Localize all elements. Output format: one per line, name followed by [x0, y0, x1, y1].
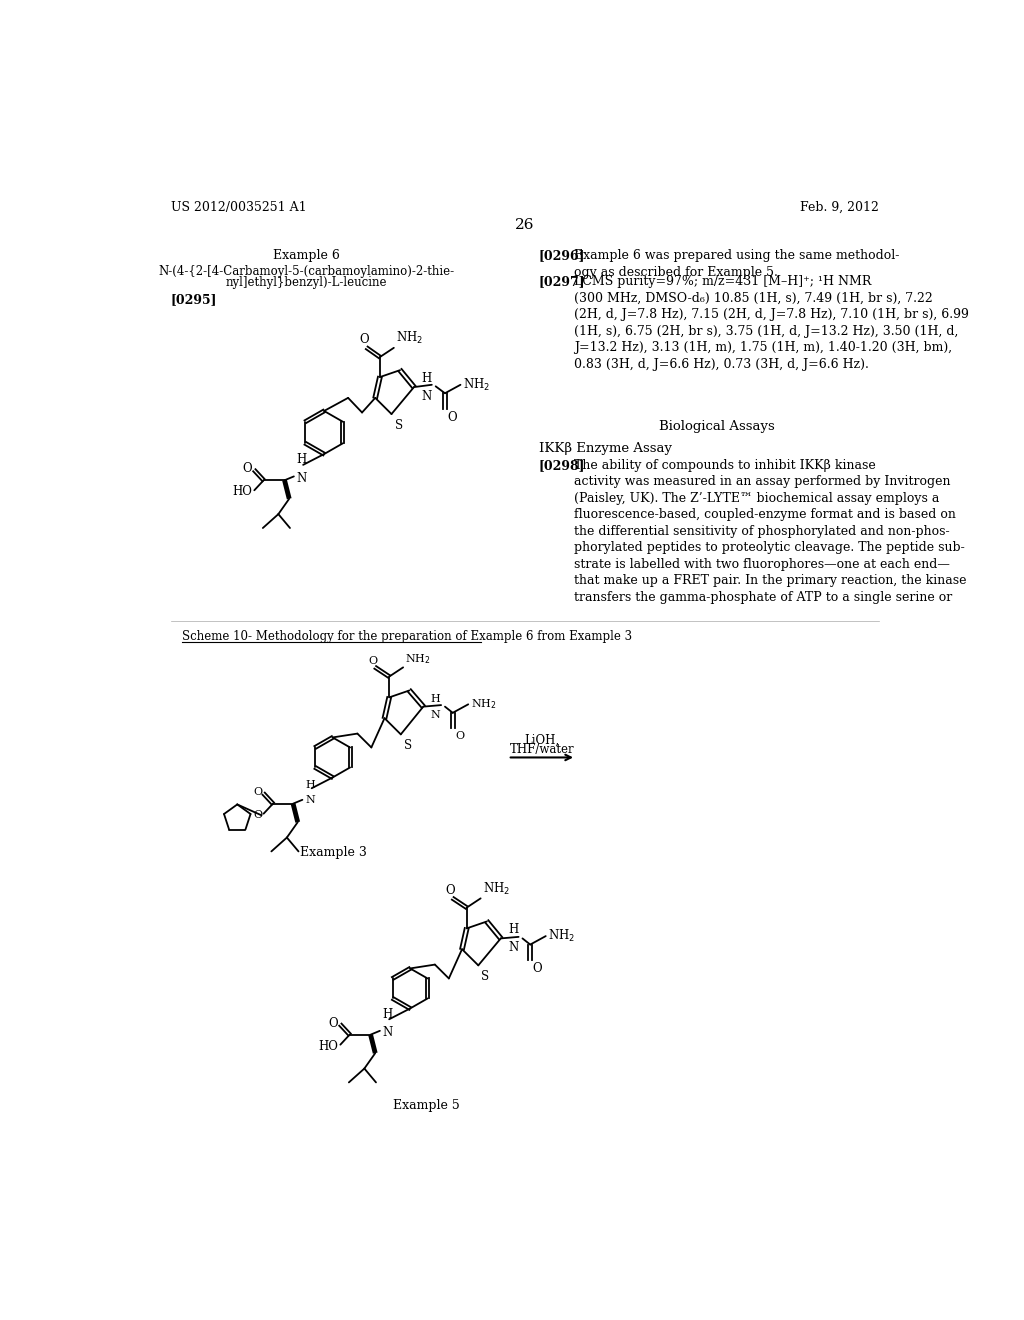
Text: H: H — [431, 694, 440, 705]
Text: THF/water: THF/water — [510, 743, 574, 756]
Text: O: O — [253, 787, 262, 797]
Text: Feb. 9, 2012: Feb. 9, 2012 — [800, 201, 879, 214]
Text: N: N — [305, 795, 315, 805]
Text: LiOH,: LiOH, — [524, 734, 559, 747]
Text: LCMS purity=97%; m/z=431 [M–H]⁺; ¹H NMR
(300 MHz, DMSO-d₆) 10.85 (1H, s), 7.49 (: LCMS purity=97%; m/z=431 [M–H]⁺; ¹H NMR … — [573, 276, 969, 371]
Text: [0295]: [0295] — [171, 293, 217, 306]
Text: S: S — [403, 739, 412, 752]
Text: H: H — [421, 372, 431, 385]
Text: NH$_2$: NH$_2$ — [483, 880, 510, 896]
Text: NH$_2$: NH$_2$ — [396, 330, 423, 346]
Text: NH$_2$: NH$_2$ — [406, 652, 431, 665]
Text: IKKβ Enzyme Assay: IKKβ Enzyme Assay — [539, 442, 672, 455]
Text: NH$_2$: NH$_2$ — [463, 376, 489, 393]
Text: NH$_2$: NH$_2$ — [471, 697, 497, 711]
Text: O: O — [359, 333, 370, 346]
Text: Example 6 was prepared using the same methodol-
ogy as described for Example 5.: Example 6 was prepared using the same me… — [573, 249, 899, 279]
Text: H: H — [508, 923, 518, 936]
Text: US 2012/0035251 A1: US 2012/0035251 A1 — [171, 201, 306, 214]
Text: Biological Assays: Biological Assays — [659, 420, 775, 433]
Text: HO: HO — [318, 1040, 338, 1053]
Text: O: O — [532, 962, 542, 975]
Text: S: S — [481, 970, 489, 983]
Text: O: O — [253, 810, 262, 820]
Text: [0296]: [0296] — [539, 249, 586, 263]
Text: O: O — [243, 462, 252, 475]
Text: N-(4-{2-[4-Carbamoyl-5-(carbamoylamino)-2-thie-: N-(4-{2-[4-Carbamoyl-5-(carbamoylamino)-… — [158, 264, 455, 277]
Text: Scheme 10- Methodology for the preparation of Example 6 from Example 3: Scheme 10- Methodology for the preparati… — [182, 631, 633, 643]
Text: [0297]: [0297] — [539, 276, 586, 289]
Text: N: N — [421, 391, 431, 403]
Text: O: O — [455, 730, 464, 741]
Text: H: H — [305, 780, 315, 789]
Text: N: N — [297, 471, 307, 484]
Text: N: N — [383, 1026, 393, 1039]
Text: H: H — [297, 453, 307, 466]
Text: nyl]ethyl}benzyl)-L-leucine: nyl]ethyl}benzyl)-L-leucine — [225, 276, 387, 289]
Text: The ability of compounds to inhibit IKKβ kinase
activity was measured in an assa: The ability of compounds to inhibit IKKβ… — [573, 459, 966, 603]
Text: O: O — [329, 1016, 338, 1030]
Text: H: H — [383, 1007, 393, 1020]
Text: N: N — [508, 941, 518, 954]
Text: Example 3: Example 3 — [300, 846, 367, 859]
Text: [0298]: [0298] — [539, 459, 586, 471]
Text: Example 5: Example 5 — [393, 1100, 460, 1113]
Text: S: S — [394, 418, 402, 432]
Text: N: N — [431, 710, 440, 719]
Text: 26: 26 — [515, 218, 535, 232]
Text: NH$_2$: NH$_2$ — [548, 928, 575, 944]
Text: HO: HO — [232, 486, 252, 499]
Text: Example 6: Example 6 — [272, 249, 340, 263]
Text: O: O — [369, 656, 378, 665]
Text: O: O — [447, 411, 457, 424]
Text: O: O — [445, 884, 456, 896]
